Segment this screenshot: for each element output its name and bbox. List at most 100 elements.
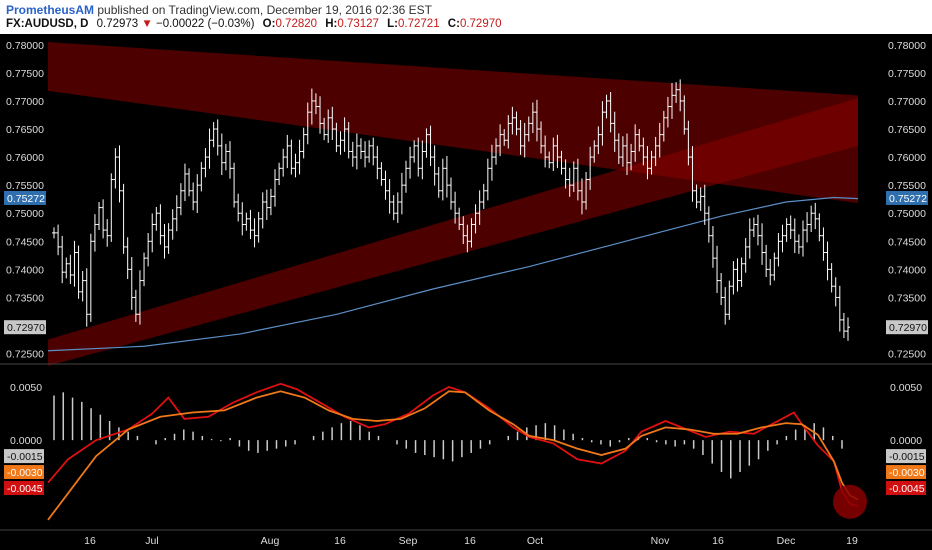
price-bar (784, 218, 789, 242)
price-bar (449, 177, 453, 210)
price-bar (494, 138, 499, 165)
price-bar (588, 146, 593, 190)
price-bar (92, 214, 97, 252)
price-bar (379, 162, 384, 186)
price-bar (187, 168, 192, 197)
price-bar (174, 195, 179, 232)
price-bar (633, 124, 638, 162)
price-bar (551, 137, 556, 171)
price-bar (56, 224, 61, 256)
price-tick-left: 0.76500 (6, 124, 44, 136)
price-bar (469, 218, 474, 248)
price-bar (318, 96, 323, 134)
close-value: 0.72970 (459, 18, 502, 30)
price-bar (629, 143, 634, 171)
price-bar (154, 206, 159, 231)
price-bar (563, 159, 568, 189)
macd-label-box-right (886, 465, 926, 480)
price-bar (326, 109, 331, 143)
price-bar (846, 317, 850, 341)
price-bar (358, 138, 363, 160)
high-label: H: (325, 18, 338, 30)
price-bar (461, 216, 466, 244)
price-bar (412, 140, 417, 163)
macd-label-box-right (886, 480, 926, 495)
price-bar (592, 140, 597, 163)
price-bar (444, 155, 449, 198)
price-bar (657, 122, 662, 158)
price-bar (800, 220, 805, 257)
time-tick: Oct (527, 535, 543, 547)
price-tick-right: 0.73500 (888, 292, 926, 304)
price-bar (465, 224, 470, 253)
price-bar (207, 128, 212, 169)
price-bar (665, 96, 670, 128)
price-bar (387, 179, 392, 214)
price-bar (485, 158, 490, 201)
low-value: 0.72721 (398, 18, 440, 30)
price-bar (747, 218, 752, 259)
symbol-label[interactable]: FX:AUDUSD, D (6, 18, 89, 30)
author-link[interactable]: PrometheusAM (6, 3, 95, 17)
price-bar (80, 270, 85, 302)
price-bar (146, 233, 151, 267)
price-tick-left: 0.77000 (6, 96, 44, 108)
price-bar (354, 133, 359, 170)
price-bar (166, 223, 171, 254)
price-bar (715, 245, 720, 293)
price-bar (424, 128, 429, 158)
price-tick-right: 0.75000 (888, 208, 926, 220)
price-bar (371, 137, 376, 166)
price-bar (760, 223, 765, 265)
price-tick-right: 0.77000 (888, 96, 926, 108)
price-bar (199, 162, 204, 192)
price-bar (101, 199, 106, 239)
price-bar (710, 226, 715, 268)
price-bar (420, 140, 425, 180)
price-bar (367, 140, 372, 163)
chart-canvas[interactable]: 0.78000 0.78000 0.77500 0.77500 0.77000 0.770… (0, 34, 932, 550)
price-bar (52, 227, 56, 239)
price-bar (273, 169, 278, 207)
price-bar (305, 102, 310, 145)
price-bar (338, 131, 343, 155)
price-bar (608, 91, 613, 133)
price-bar (256, 211, 261, 243)
price-label-left: 0.75272 (7, 193, 45, 205)
price-bar (534, 99, 539, 142)
price-bar (731, 261, 736, 295)
price-bar (399, 172, 404, 215)
price-bar (596, 126, 601, 155)
price-bar (579, 178, 584, 215)
time-tick: Aug (261, 535, 280, 547)
price-bar (268, 188, 273, 216)
price-bar (555, 134, 560, 169)
price-bar (649, 150, 654, 175)
price-label-right: 0.72970 (889, 322, 927, 334)
price-bar (350, 141, 355, 167)
price-bar (436, 167, 441, 198)
price-bar (84, 268, 89, 327)
price-tick-right: 0.78000 (888, 40, 926, 52)
price-bar (584, 171, 589, 210)
price-bar (105, 219, 110, 247)
price-bar (792, 218, 797, 253)
price-bar (698, 187, 703, 211)
price-bar (129, 257, 134, 310)
price-label-left: 0.72970 (7, 322, 45, 334)
price-bar (694, 184, 699, 209)
price-bar (829, 263, 834, 293)
price-bar (702, 184, 707, 225)
price-bar (121, 183, 126, 254)
price-bar (481, 183, 486, 209)
price-bar (772, 252, 777, 281)
price-bar (236, 193, 241, 222)
macd-label-right: -0.0045 (889, 483, 925, 495)
price-bar (88, 233, 93, 322)
price-bar (395, 192, 400, 223)
ohlc-line: FX:AUDUSD, D 0.72973 ▼ −0.00022 (−0.03%)… (6, 18, 502, 30)
crossover-highlight (832, 484, 867, 519)
price-tick-right: 0.74500 (888, 236, 926, 248)
price-bar (755, 214, 760, 246)
price-bar (281, 148, 286, 177)
